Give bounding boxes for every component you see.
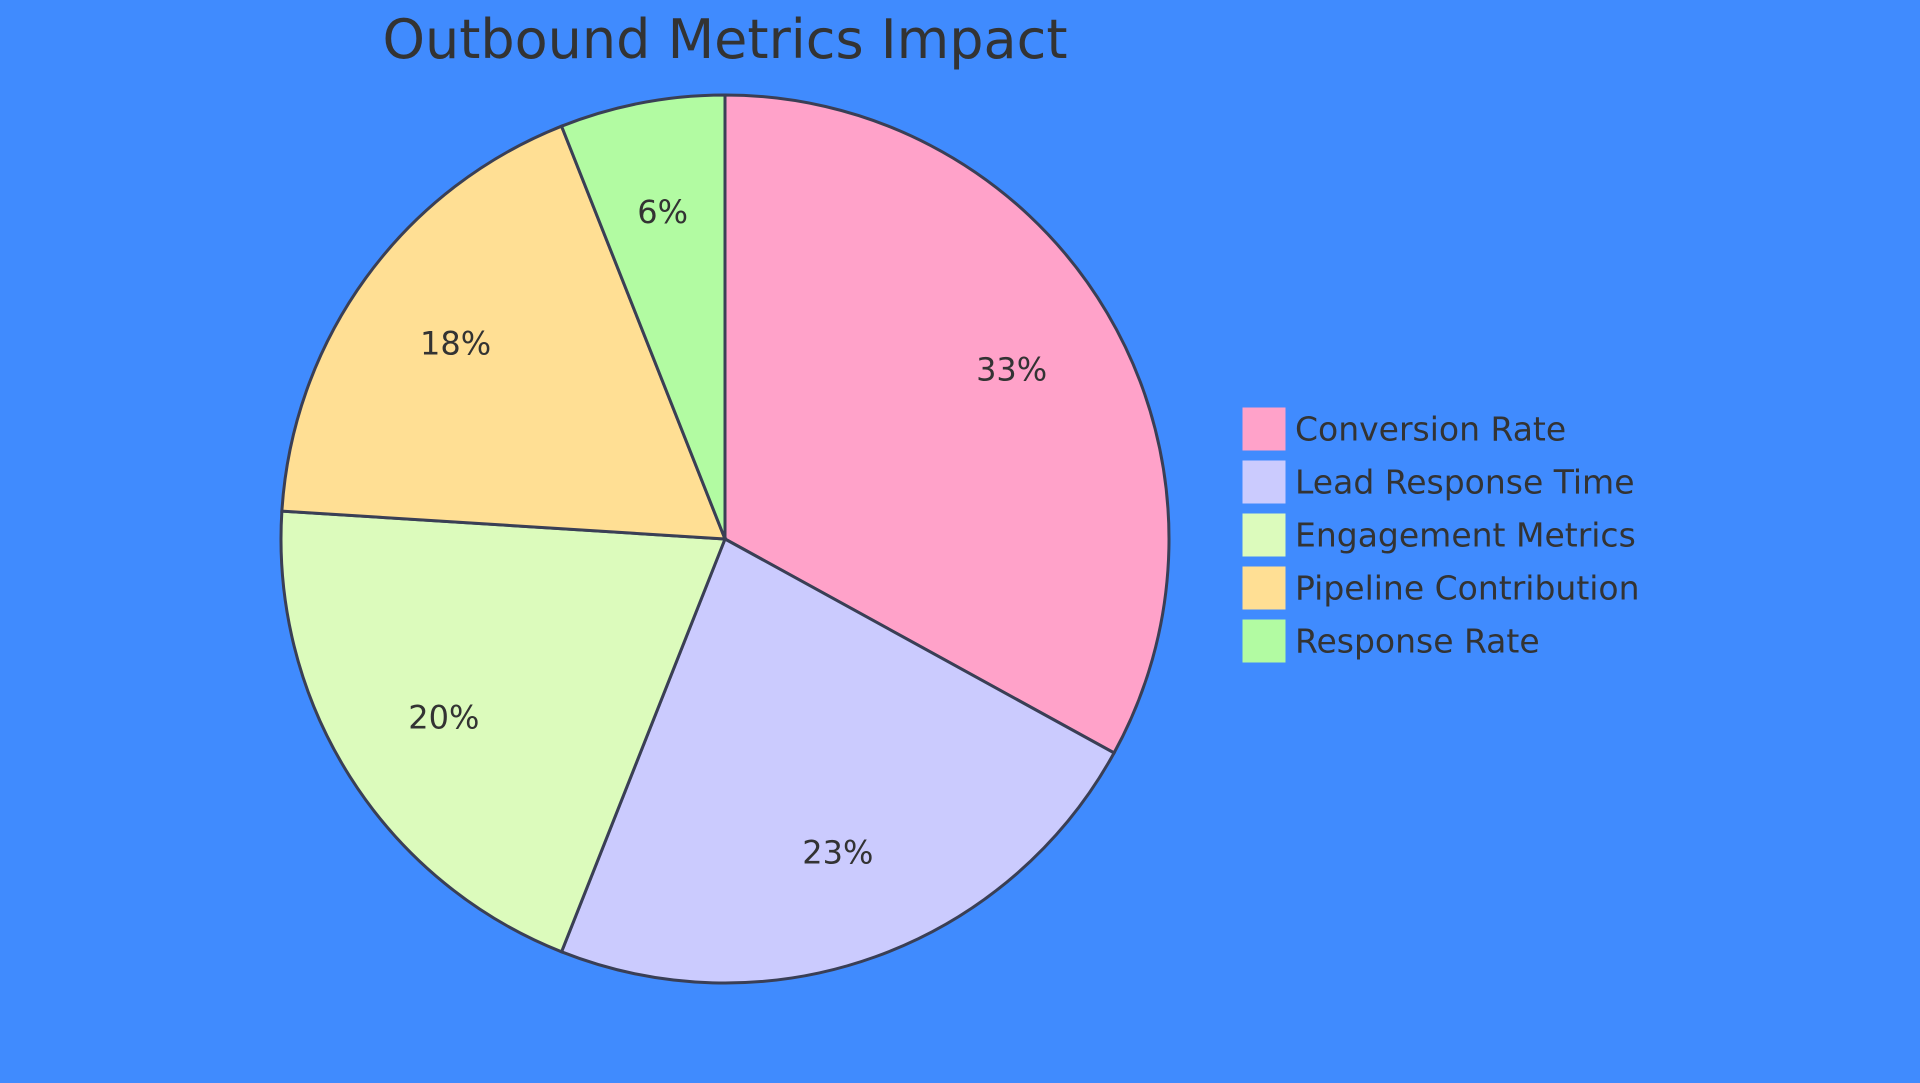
legend-swatch-response-rate <box>1239 616 1289 666</box>
pie-slice-conversion-rate <box>723 93 1171 755</box>
slice-label-pipeline-contribution: 18% <box>420 324 491 362</box>
legend-label-conversion-rate: Conversion Rate <box>1295 410 1566 449</box>
legend-swatch-pipeline-contribution <box>1239 563 1289 613</box>
slice-label-engagement-metrics: 20% <box>408 698 479 736</box>
pie-slice-pipeline-contribution <box>280 124 728 541</box>
legend-swatch-engagement-metrics <box>1239 510 1289 560</box>
pie-slices <box>279 93 1171 985</box>
legend-swatch-conversion-rate <box>1239 404 1289 454</box>
slice-label-lead-response-time: 23% <box>802 833 873 871</box>
slice-label-conversion-rate: 33% <box>976 350 1047 388</box>
legend-label-lead-response-time: Lead Response Time <box>1295 463 1635 502</box>
legend-swatch-lead-response-time <box>1239 457 1289 507</box>
slice-label-response-rate: 6% <box>637 193 688 231</box>
chart-title: Outbound Metrics Impact <box>382 8 1067 71</box>
legend-label-response-rate: Response Rate <box>1295 622 1540 661</box>
pie-slice-engagement-metrics <box>279 509 728 954</box>
pie-slice-lead-response-time <box>559 536 1117 985</box>
legend-label-engagement-metrics: Engagement Metrics <box>1295 516 1636 555</box>
legend-label-pipeline-contribution: Pipeline Contribution <box>1295 569 1640 608</box>
pie-slice-response-rate <box>559 93 727 540</box>
legend: Conversion Rate Lead Response Time Engagem… <box>1239 404 1640 666</box>
slice-labels: 33% 23% 20% 18% 6% <box>408 193 1047 871</box>
